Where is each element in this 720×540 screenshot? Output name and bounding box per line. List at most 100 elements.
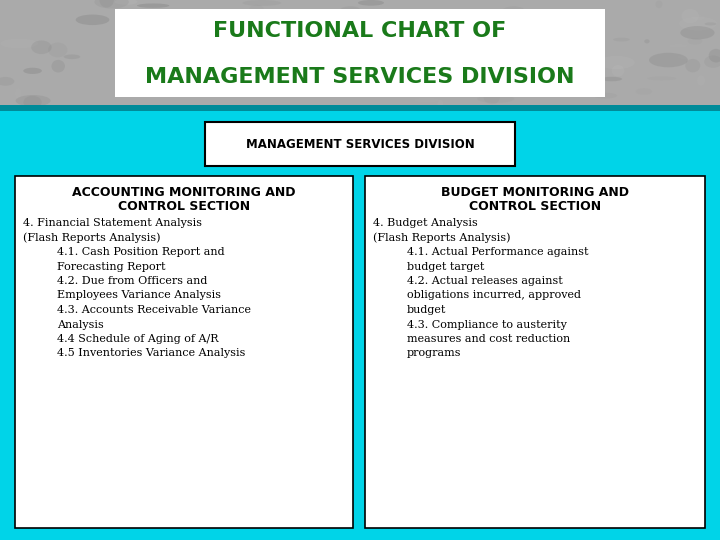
Ellipse shape bbox=[121, 23, 141, 29]
Ellipse shape bbox=[358, 0, 384, 5]
Ellipse shape bbox=[156, 31, 187, 37]
Ellipse shape bbox=[395, 11, 413, 15]
Ellipse shape bbox=[415, 57, 435, 71]
Ellipse shape bbox=[588, 63, 597, 72]
Ellipse shape bbox=[249, 4, 264, 15]
Ellipse shape bbox=[649, 53, 688, 68]
Ellipse shape bbox=[613, 38, 630, 42]
Ellipse shape bbox=[469, 42, 477, 49]
Ellipse shape bbox=[15, 89, 22, 99]
Ellipse shape bbox=[487, 52, 514, 62]
Ellipse shape bbox=[271, 57, 302, 63]
Ellipse shape bbox=[125, 66, 145, 76]
Ellipse shape bbox=[48, 43, 68, 57]
Ellipse shape bbox=[480, 23, 492, 32]
Ellipse shape bbox=[580, 26, 591, 40]
Ellipse shape bbox=[655, 1, 662, 8]
Ellipse shape bbox=[143, 72, 155, 80]
Ellipse shape bbox=[705, 22, 716, 25]
Ellipse shape bbox=[254, 0, 285, 10]
Ellipse shape bbox=[644, 39, 649, 43]
Ellipse shape bbox=[663, 92, 676, 103]
Text: budget: budget bbox=[407, 305, 446, 315]
Text: Employees Variance Analysis: Employees Variance Analysis bbox=[57, 291, 221, 300]
Ellipse shape bbox=[438, 99, 444, 109]
Ellipse shape bbox=[440, 35, 446, 42]
Ellipse shape bbox=[490, 48, 500, 55]
Ellipse shape bbox=[517, 18, 550, 30]
Ellipse shape bbox=[593, 93, 617, 98]
Ellipse shape bbox=[194, 69, 215, 77]
Ellipse shape bbox=[612, 65, 624, 77]
Ellipse shape bbox=[24, 96, 42, 109]
Ellipse shape bbox=[708, 49, 720, 63]
Ellipse shape bbox=[644, 73, 663, 85]
Ellipse shape bbox=[692, 15, 705, 20]
FancyBboxPatch shape bbox=[0, 0, 720, 105]
Ellipse shape bbox=[390, 39, 414, 47]
Ellipse shape bbox=[356, 11, 372, 25]
Text: CONTROL SECTION: CONTROL SECTION bbox=[469, 200, 601, 213]
Ellipse shape bbox=[114, 0, 138, 5]
Text: 4. Budget Analysis: 4. Budget Analysis bbox=[373, 218, 478, 228]
Ellipse shape bbox=[94, 34, 106, 41]
Ellipse shape bbox=[341, 52, 376, 58]
Ellipse shape bbox=[704, 56, 720, 68]
Ellipse shape bbox=[477, 94, 514, 103]
Ellipse shape bbox=[532, 48, 562, 51]
Ellipse shape bbox=[16, 95, 50, 106]
Ellipse shape bbox=[452, 42, 460, 55]
Ellipse shape bbox=[487, 9, 513, 16]
Text: budget target: budget target bbox=[407, 261, 485, 272]
Ellipse shape bbox=[207, 56, 220, 66]
Ellipse shape bbox=[412, 1, 418, 16]
Ellipse shape bbox=[449, 80, 456, 89]
Ellipse shape bbox=[51, 60, 65, 72]
Ellipse shape bbox=[195, 69, 230, 73]
Ellipse shape bbox=[680, 26, 714, 39]
Ellipse shape bbox=[539, 59, 546, 72]
Ellipse shape bbox=[269, 13, 285, 18]
Text: 4.3. Accounts Receivable Variance: 4.3. Accounts Receivable Variance bbox=[57, 305, 251, 315]
Ellipse shape bbox=[31, 40, 52, 54]
Ellipse shape bbox=[239, 60, 248, 71]
Ellipse shape bbox=[541, 16, 558, 24]
Ellipse shape bbox=[636, 88, 652, 95]
Text: CONTROL SECTION: CONTROL SECTION bbox=[118, 200, 250, 213]
Ellipse shape bbox=[441, 29, 453, 33]
Text: 4.1. Cash Position Report and: 4.1. Cash Position Report and bbox=[57, 247, 225, 257]
Ellipse shape bbox=[400, 11, 436, 17]
FancyBboxPatch shape bbox=[15, 176, 353, 528]
Ellipse shape bbox=[697, 76, 705, 86]
Ellipse shape bbox=[23, 68, 42, 74]
Text: 4. Financial Statement Analysis: 4. Financial Statement Analysis bbox=[23, 218, 202, 228]
Ellipse shape bbox=[681, 9, 699, 23]
Text: Analysis: Analysis bbox=[57, 320, 104, 329]
Ellipse shape bbox=[189, 82, 210, 89]
FancyBboxPatch shape bbox=[365, 176, 705, 528]
Text: 4.5 Inventories Variance Analysis: 4.5 Inventories Variance Analysis bbox=[57, 348, 246, 359]
Text: 4.2. Due from Officers and: 4.2. Due from Officers and bbox=[57, 276, 207, 286]
Ellipse shape bbox=[601, 77, 622, 82]
Ellipse shape bbox=[685, 59, 701, 72]
Ellipse shape bbox=[142, 61, 179, 66]
Ellipse shape bbox=[551, 57, 577, 70]
Ellipse shape bbox=[0, 77, 14, 86]
Ellipse shape bbox=[197, 84, 204, 89]
Ellipse shape bbox=[575, 24, 586, 29]
Ellipse shape bbox=[439, 24, 479, 33]
Ellipse shape bbox=[0, 38, 38, 49]
Ellipse shape bbox=[6, 0, 12, 10]
Text: (Flash Reports Analysis): (Flash Reports Analysis) bbox=[373, 233, 510, 243]
Text: Forecasting Report: Forecasting Report bbox=[57, 261, 166, 272]
Text: ACCOUNTING MONITORING AND: ACCOUNTING MONITORING AND bbox=[72, 186, 296, 199]
Ellipse shape bbox=[262, 20, 281, 33]
Ellipse shape bbox=[366, 21, 403, 31]
Ellipse shape bbox=[561, 80, 597, 90]
Ellipse shape bbox=[189, 77, 199, 82]
Ellipse shape bbox=[133, 11, 165, 15]
Ellipse shape bbox=[94, 0, 129, 9]
Text: 4.3. Compliance to austerity: 4.3. Compliance to austerity bbox=[407, 320, 567, 329]
Text: MANAGEMENT SERVICES DIVISION: MANAGEMENT SERVICES DIVISION bbox=[145, 67, 575, 87]
Text: 4.1. Actual Performance against: 4.1. Actual Performance against bbox=[407, 247, 588, 257]
